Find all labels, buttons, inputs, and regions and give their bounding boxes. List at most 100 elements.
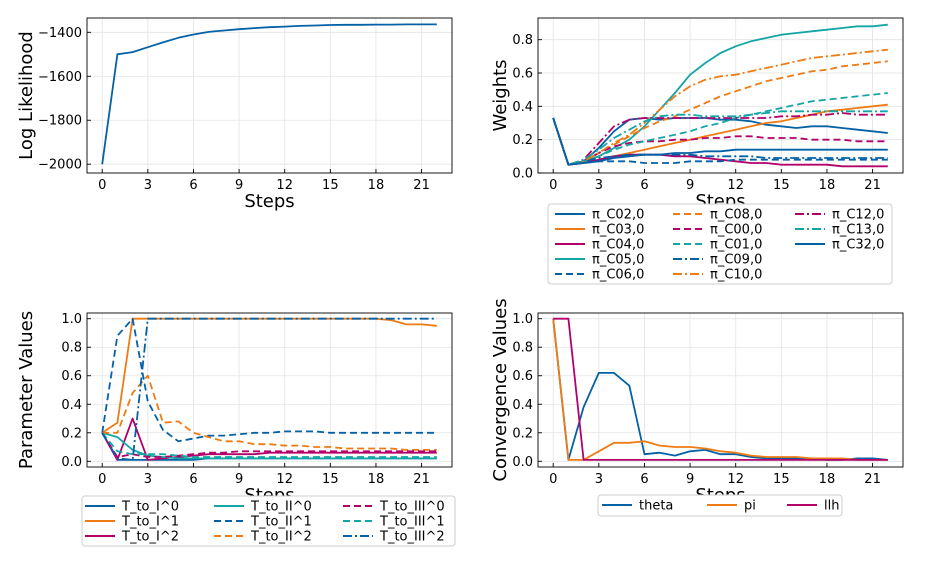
x-tick-label: 3 [595,178,603,193]
x-tick-label: 0 [549,178,557,193]
x-tick-label: 18 [368,178,385,193]
series-line--C08-0 [552,60,888,166]
series-line--C32-0 [552,117,888,166]
legend-label: T_to_III^0 [379,500,445,515]
legend-label: llh [824,499,839,514]
y-axis-label: Parameter Values [16,311,37,469]
x-tick-label: 6 [189,178,197,193]
x-tick-label: 15 [773,472,790,487]
legend-label: T_to_III^2 [379,530,445,545]
x-tick-label: 6 [640,178,648,193]
series-line-T-to-III-2 [101,317,437,461]
x-tick-label: 12 [276,178,293,193]
x-tick-label: 18 [819,472,836,487]
legend-label: π_C12,0 [832,208,884,223]
y-tick-label: 0.4 [61,398,82,413]
series-line--C05-0 [552,23,888,166]
series-line-1-0 [101,23,437,165]
legend-label: pi [744,499,756,514]
series-line-T-to-II-2 [102,374,437,451]
y-tick-label: 0.2 [512,426,533,441]
legend-box [547,203,893,285]
series-line--C09-0 [552,117,888,166]
x-tick-label: 3 [595,472,603,487]
legend-label: T_to_II^1 [250,515,312,530]
x-tick-label: 21 [413,472,430,487]
x-tick-label: 18 [819,178,836,193]
x-tick-label: 12 [276,472,293,487]
series-line-T-to-III-1 [101,432,437,458]
legend-label: π_C32,0 [832,238,884,253]
legend: T_to_I^0T_to_I^1T_to_I^2T_to_II^0T_to_II… [81,495,456,547]
x-tick-label: 9 [235,178,243,193]
legend-label: T_to_II^0 [250,500,312,515]
y-tick-label: 0.0 [512,167,533,182]
y-tick-label: 0.2 [512,133,533,148]
legend-label: T_to_I^0 [121,500,179,515]
axes-frame [86,312,453,468]
series-line-T-to-III-0 [101,432,437,458]
axes-frame [537,17,904,174]
x-tick-label: 15 [773,178,790,193]
legend-label: T_to_I^1 [121,515,179,530]
x-tick-label: 15 [322,472,339,487]
legend-label: π_C10,0 [710,268,762,283]
series-line--C06-0 [552,117,888,166]
y-tick-label: 0.8 [512,33,533,48]
y-tick-label: 0.0 [512,455,533,470]
x-tick-label: 12 [727,178,744,193]
x-tick-label: 0 [549,472,557,487]
series-line-theta [552,318,888,461]
y-tick-label: 0.2 [61,426,82,441]
y-tick-label: −1800 [38,114,82,129]
chart-panel-1: 0 3 6 9 12 15 18 21 −2000 −1800 −1600 −1400 Steps Log… [16,17,453,212]
legend-label: T_to_I^2 [121,530,179,545]
y-tick-label: −1400 [38,26,82,41]
legend-label: T_to_III^1 [379,515,445,530]
series-line-T-to-I-2 [101,417,437,461]
x-axis-label: Steps [244,191,294,212]
y-tick-label: 1.0 [61,312,82,327]
x-tick-label: 21 [864,178,881,193]
x-tick-label: 9 [686,472,694,487]
series-line--C01-0 [552,92,888,166]
series-line-pi [552,318,888,461]
axes-frame [537,312,904,468]
y-axis-label: Convergence Values [490,298,511,481]
y-tick-label: −1600 [38,70,82,85]
legend-label: π_C03,0 [592,223,644,238]
x-tick-label: 9 [235,472,243,487]
series-line--C00-0 [552,117,888,166]
legend-label: π_C13,0 [832,223,884,238]
chart-panel-4: 0369121518210.00.20.40.60.81.0StepsConve… [490,298,904,517]
x-tick-label: 9 [686,178,694,193]
legend: π_C02,0π_C03,0π_C04,0π_C05,0π_C06,0 π_C08… [547,203,893,285]
y-axis-label: Weights [490,59,511,131]
legend-label: π_C05,0 [592,253,644,268]
series-line-T-to-II-1 [101,317,437,443]
x-tick-label: 21 [413,178,430,193]
y-tick-label: 0.4 [512,398,533,413]
series-line-llh [553,317,888,461]
y-tick-label: 0.8 [512,341,533,356]
series-line--C02-0 [552,117,888,166]
legend-box [81,495,456,547]
x-tick-label: 21 [864,472,881,487]
y-tick-label: 0.6 [512,67,533,82]
legend-label: T_to_II^2 [250,530,312,545]
legend-label: π_C04,0 [592,238,644,253]
legend: theta pi llh [597,494,843,517]
chart-panel-2: 0 3 6 9 12 15 18 210.00.20.40.60.8StepsWeightsπ… [490,17,904,285]
y-tick-label: 0.6 [512,369,533,384]
legend-label: π_C02,0 [592,208,644,223]
x-tick-label: 0 [98,472,106,487]
chart-panel-3: 0369121518210.00.20.40.60.81.0StepsParam… [16,311,456,547]
legend-label: theta [639,499,673,514]
y-tick-label: −2000 [38,158,82,173]
legend-label: π_C01,0 [710,238,762,253]
y-tick-label: 0.6 [61,369,82,384]
y-tick-label: 0.0 [61,455,82,470]
y-tick-label: 0.4 [512,100,533,115]
legend-label: π_C00,0 [710,223,762,238]
series-line--C10-0 [552,48,888,166]
